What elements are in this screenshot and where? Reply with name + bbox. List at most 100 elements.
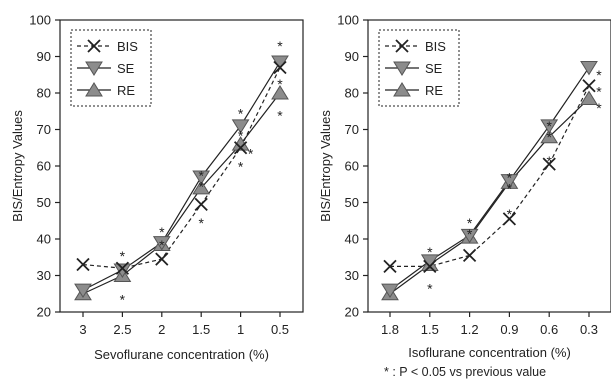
x-tick-label: 0.3 xyxy=(580,322,598,337)
footnote: * : P < 0.05 vs previous value xyxy=(384,365,546,379)
legend-label-se: SE xyxy=(425,61,443,76)
significance-asterisk: * xyxy=(198,178,204,194)
y-tick-label: 30 xyxy=(345,268,359,283)
significance-asterisk: * xyxy=(467,215,473,231)
data-point-se xyxy=(381,283,399,299)
data-point-se xyxy=(192,170,211,185)
y-tick-label: 70 xyxy=(345,122,359,137)
y-axis-label: BIS/Entropy Values xyxy=(318,110,333,222)
x-tick-label: 1 xyxy=(237,322,244,337)
y-tick-label: 70 xyxy=(37,122,51,137)
legend-label-re: RE xyxy=(425,83,443,98)
data-point-bis xyxy=(383,259,397,274)
chart-panel-1: 20 30 40 50 60 70 80 90 100 3 2.5 2 1.5 1 0.5Sevoflura… xyxy=(10,13,304,362)
data-point-bis xyxy=(233,141,248,155)
x-tick-label: 2 xyxy=(158,322,165,337)
data-point-bis xyxy=(502,212,517,226)
data-point-se xyxy=(231,119,250,134)
y-tick-label: 80 xyxy=(345,86,359,101)
legend-marker-re xyxy=(393,82,411,97)
y-tick-label: 80 xyxy=(37,86,51,101)
x-tick-label: 1.5 xyxy=(421,322,439,337)
legend: BIS SE RE xyxy=(70,29,152,107)
significance-asterisk: * xyxy=(277,38,283,54)
legend-label-bis: BIS xyxy=(117,39,138,54)
series-line-se xyxy=(389,67,590,291)
legend-marker-bis xyxy=(87,39,101,53)
x-tick-label: 0.6 xyxy=(540,322,558,337)
significance-asterisk: * xyxy=(238,158,244,174)
significance-asterisk: * xyxy=(198,215,204,231)
chart-panel-2: 20 30 40 50 60 70 80 90 100 1.8 1.5 1.2 0.9 0.6 0.3 Iso… xyxy=(318,13,611,360)
y-tick-label: 60 xyxy=(345,159,359,174)
significance-asterisk: * xyxy=(507,180,513,196)
significance-asterisk: * xyxy=(159,224,165,240)
data-point-bis xyxy=(462,248,477,263)
x-tick-label: 3 xyxy=(79,322,86,337)
legend: BIS SE RE xyxy=(378,29,460,107)
data-point-bis xyxy=(542,157,556,171)
data-point-bis xyxy=(582,79,596,93)
data-point-re xyxy=(192,179,211,195)
significance-asterisk: * xyxy=(248,146,254,162)
significance-asterisk: * xyxy=(427,281,433,297)
significance-asterisk: * xyxy=(277,107,283,123)
data-point-se xyxy=(500,174,519,189)
y-tick-label: 20 xyxy=(345,305,359,320)
significance-asterisk: * xyxy=(120,248,126,264)
significance-asterisk: * xyxy=(238,105,244,121)
data-point-re xyxy=(271,85,289,100)
significance-asterisk: * xyxy=(159,237,165,253)
series-line-bis xyxy=(390,85,590,267)
data-point-re xyxy=(580,90,598,105)
y-tick-label: 50 xyxy=(345,195,359,210)
y-tick-label: 40 xyxy=(37,232,51,247)
data-point-se xyxy=(113,263,132,278)
y-tick-label: 90 xyxy=(345,49,359,64)
x-tick-label: 0.9 xyxy=(500,322,518,337)
data-point-se xyxy=(152,236,171,251)
data-point-bis xyxy=(194,197,208,211)
legend-marker-se xyxy=(85,61,103,76)
x-axis-label: Isoflurane concentration (%) xyxy=(408,345,571,360)
data-point-se xyxy=(74,283,92,299)
legend-label-re: RE xyxy=(117,83,135,98)
y-axis-label: BIS/Entropy Values xyxy=(10,110,25,222)
significance-asterisk: * xyxy=(596,67,602,83)
legend-label-se: SE xyxy=(117,61,135,76)
x-tick-label: 0.5 xyxy=(271,322,289,337)
significance-asterisk: * xyxy=(198,167,204,183)
significance-asterisk: * xyxy=(596,84,602,100)
data-point-bis xyxy=(423,259,437,274)
series-line-re xyxy=(389,98,590,295)
legend-label-bis: BIS xyxy=(425,39,446,54)
significance-asterisk: * xyxy=(120,292,126,308)
x-axis-label: Sevoflurane concentration (%) xyxy=(94,347,269,362)
data-point-bis xyxy=(155,252,169,266)
y-tick-label: 60 xyxy=(37,159,51,174)
significance-asterisk: * xyxy=(546,118,552,134)
y-tick-label: 90 xyxy=(37,49,51,64)
y-tick-label: 100 xyxy=(337,13,359,28)
significance-asterisk: * xyxy=(546,129,552,145)
y-tick-label: 100 xyxy=(29,13,51,28)
significance-asterisk: * xyxy=(427,244,433,260)
y-tick-label: 40 xyxy=(345,232,359,247)
data-point-se xyxy=(460,228,479,244)
x-tick-label: 1.2 xyxy=(461,322,479,337)
data-point-bis xyxy=(76,257,90,272)
data-point-bis xyxy=(273,60,287,75)
significance-asterisk: * xyxy=(596,100,602,116)
data-point-se xyxy=(580,60,598,76)
y-tick-label: 50 xyxy=(37,195,51,210)
series-line-bis xyxy=(82,67,281,269)
data-point-bis xyxy=(115,261,130,275)
significance-asterisk: * xyxy=(238,127,244,143)
series-line-se xyxy=(82,61,281,291)
x-tick-label: 2.5 xyxy=(113,322,131,337)
significance-asterisk: * xyxy=(277,76,283,92)
significance-asterisk: * xyxy=(467,226,473,242)
y-tick-label: 20 xyxy=(37,305,51,320)
series-line-re xyxy=(82,92,281,295)
